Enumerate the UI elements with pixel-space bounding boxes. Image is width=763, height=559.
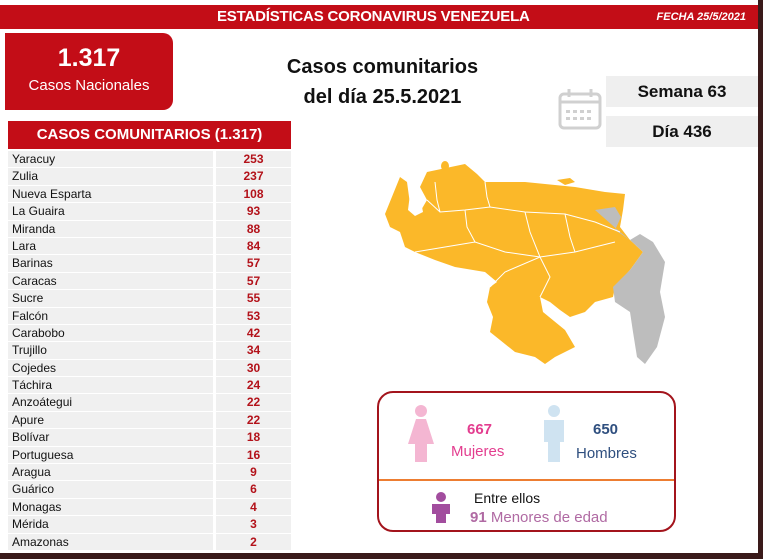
state-name: Zulia	[8, 168, 213, 186]
state-name: Yaracuy	[8, 151, 213, 169]
state-cases: 30	[216, 359, 291, 378]
state-cases: 55	[216, 290, 291, 308]
state-name: Barinas	[8, 255, 213, 273]
state-name: Miranda	[8, 220, 213, 238]
man-icon	[544, 405, 564, 462]
table-row: Lara 84	[8, 237, 291, 256]
state-name: Cojedes	[8, 359, 213, 378]
table-row: La Guaira 93	[8, 203, 291, 221]
state-name: Portuguesa	[8, 446, 213, 465]
table-row: Nueva Esparta 108	[8, 185, 291, 204]
table-row: Barinas 57	[8, 255, 291, 273]
calendar-icon	[558, 89, 602, 130]
state-cases: 237	[216, 168, 291, 186]
state-cases: 6	[216, 481, 291, 499]
state-cases: 93	[216, 203, 291, 221]
table-row: Monagas 4	[8, 498, 291, 517]
state-name: Aragua	[8, 464, 213, 482]
day-number: Día 436	[606, 116, 758, 147]
women-label: Mujeres	[451, 443, 505, 460]
state-name: Monagas	[8, 498, 213, 517]
table-row: Trujillo 34	[8, 342, 291, 360]
national-cases-count: 1.317	[57, 44, 121, 72]
table-row: Táchira 24	[8, 377, 291, 395]
table-row: Sucre 55	[8, 290, 291, 308]
state-cases: 42	[216, 324, 291, 343]
state-cases: 53	[216, 307, 291, 325]
national-cases-card: 1.317 Casos Nacionales	[5, 33, 173, 110]
table-row: Amazonas 2	[8, 533, 291, 551]
state-cases: 3	[216, 516, 291, 534]
table-row: Mérida 3	[8, 516, 291, 534]
state-name: Apure	[8, 411, 213, 430]
table-row: Zulia 237	[8, 168, 291, 186]
national-cases-label: Casos Nacionales	[28, 77, 150, 94]
state-name: Falcón	[8, 307, 213, 325]
women-count: 667	[467, 421, 493, 438]
minors-text: 91 Menores de edad	[470, 509, 608, 526]
table-row: Anzoátegui 22	[8, 394, 291, 412]
state-name: La Guaira	[8, 203, 213, 221]
table-row: Yaracuy 253	[8, 151, 291, 169]
state-name: Táchira	[8, 377, 213, 395]
table-row: Caracas 57	[8, 272, 291, 291]
state-name: Trujillo	[8, 342, 213, 360]
state-cases: 22	[216, 394, 291, 412]
state-name: Caracas	[8, 272, 213, 291]
state-cases: 84	[216, 237, 291, 256]
state-name: Carabobo	[8, 324, 213, 343]
table-row: Apure 22	[8, 411, 291, 430]
table-row: Falcón 53	[8, 307, 291, 325]
gender-breakdown-card: 667 Mujeres 650 Hombres Entre ellos 91 M…	[377, 391, 676, 532]
state-cases: 253	[216, 151, 291, 169]
state-name: Bolívar	[8, 429, 213, 447]
men-count: 650	[593, 421, 619, 438]
table-row: Bolívar 18	[8, 429, 291, 447]
state-name: Lara	[8, 237, 213, 256]
week-number: Semana 63	[606, 76, 758, 107]
header-date: FECHA 25/5/2021	[656, 11, 746, 23]
venezuela-map	[385, 161, 665, 364]
woman-icon	[408, 405, 434, 462]
minors-label: Menores de edad	[490, 509, 608, 526]
state-name: Sucre	[8, 290, 213, 308]
state-cases: 22	[216, 411, 291, 430]
minors-count: 91	[470, 509, 487, 526]
state-cases: 16	[216, 446, 291, 465]
table-row: Cojedes 30	[8, 359, 291, 378]
state-name: Nueva Esparta	[8, 185, 213, 204]
state-name: Guárico	[8, 481, 213, 499]
cases-table: Yaracuy 253 Zulia 237 Nueva Esparta 108 La …	[8, 151, 291, 551]
men-label: Hombres	[576, 445, 637, 462]
state-cases: 34	[216, 342, 291, 360]
table-row: Portuguesa 16	[8, 446, 291, 465]
state-cases: 24	[216, 377, 291, 395]
headline-line1: Casos comunitarios	[286, 56, 479, 78]
header-bar: ESTADÍSTICAS CORONAVIRUS VENEZUELA FECHA…	[0, 5, 758, 29]
table-title: CASOS COMUNITARIOS (1.317)	[8, 121, 291, 149]
minors-intro: Entre ellos	[474, 490, 541, 506]
state-cases: 9	[216, 464, 291, 482]
state-cases: 88	[216, 220, 291, 238]
state-name: Amazonas	[8, 533, 213, 551]
state-cases: 108	[216, 185, 291, 204]
state-name: Anzoátegui	[8, 394, 213, 412]
state-cases: 2	[216, 533, 291, 551]
headline: Casos comunitarios del día 25.5.2021	[250, 52, 515, 112]
table-row: Carabobo 42	[8, 324, 291, 343]
header-title: ESTADÍSTICAS CORONAVIRUS VENEZUELA	[217, 8, 530, 25]
state-cases: 4	[216, 498, 291, 517]
headline-line2: del día 25.5.2021	[303, 86, 462, 108]
state-cases: 57	[216, 255, 291, 273]
table-row: Aragua 9	[8, 464, 291, 482]
state-cases: 18	[216, 429, 291, 447]
child-icon	[432, 492, 450, 523]
state-cases: 57	[216, 272, 291, 291]
bottom-border	[0, 553, 763, 559]
table-row: Miranda 88	[8, 220, 291, 238]
table-row: Guárico 6	[8, 481, 291, 499]
state-name: Mérida	[8, 516, 213, 534]
divider	[379, 479, 674, 481]
